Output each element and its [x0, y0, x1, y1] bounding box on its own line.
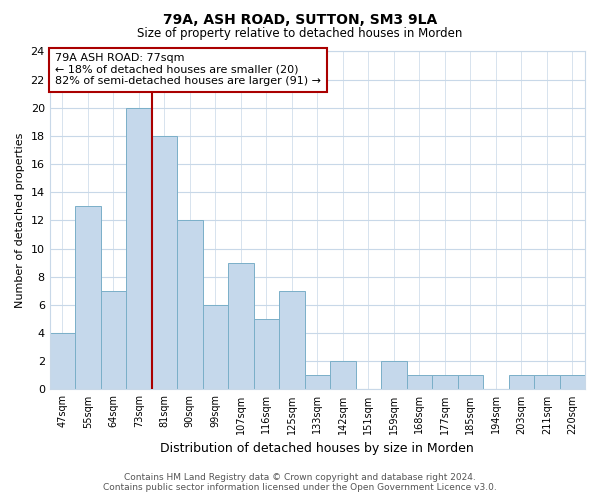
Bar	[407, 376, 432, 390]
Bar	[203, 305, 228, 390]
Bar	[381, 362, 407, 390]
Bar	[560, 376, 585, 390]
Y-axis label: Number of detached properties: Number of detached properties	[15, 133, 25, 308]
Bar	[509, 376, 534, 390]
Bar	[432, 376, 458, 390]
Bar	[75, 206, 101, 390]
Bar	[279, 291, 305, 390]
Text: 79A, ASH ROAD, SUTTON, SM3 9LA: 79A, ASH ROAD, SUTTON, SM3 9LA	[163, 12, 437, 26]
Text: Size of property relative to detached houses in Morden: Size of property relative to detached ho…	[137, 28, 463, 40]
Bar	[228, 262, 254, 390]
Bar	[305, 376, 330, 390]
Bar	[330, 362, 356, 390]
Bar	[254, 319, 279, 390]
Text: Contains HM Land Registry data © Crown copyright and database right 2024.
Contai: Contains HM Land Registry data © Crown c…	[103, 473, 497, 492]
Bar	[101, 291, 126, 390]
Text: 79A ASH ROAD: 77sqm
← 18% of detached houses are smaller (20)
82% of semi-detach: 79A ASH ROAD: 77sqm ← 18% of detached ho…	[55, 53, 321, 86]
Bar	[152, 136, 177, 390]
X-axis label: Distribution of detached houses by size in Morden: Distribution of detached houses by size …	[160, 442, 474, 455]
Bar	[177, 220, 203, 390]
Bar	[534, 376, 560, 390]
Bar	[126, 108, 152, 390]
Bar	[50, 333, 75, 390]
Bar	[458, 376, 483, 390]
